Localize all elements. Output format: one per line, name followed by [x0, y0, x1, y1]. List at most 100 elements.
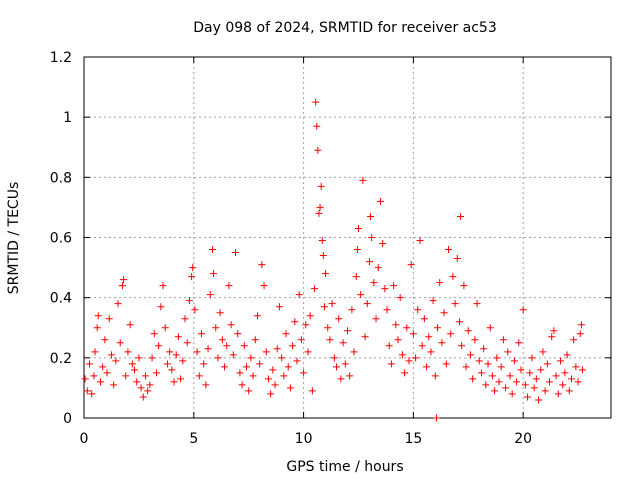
- data-point: [300, 369, 308, 377]
- data-point: [392, 321, 400, 329]
- data-point: [442, 360, 450, 368]
- data-point: [316, 203, 324, 211]
- data-point: [260, 282, 268, 290]
- data-point: [91, 348, 99, 356]
- data-point: [116, 339, 124, 347]
- data-point: [114, 300, 122, 308]
- gridlines: [84, 57, 611, 418]
- data-point: [308, 387, 316, 395]
- data-point: [519, 306, 527, 314]
- data-point: [526, 369, 534, 377]
- data-point: [339, 339, 347, 347]
- data-point: [493, 354, 501, 362]
- data-point: [577, 321, 585, 329]
- data-point: [370, 279, 378, 287]
- data-point: [567, 375, 575, 383]
- data-point: [326, 336, 334, 344]
- data-point: [258, 261, 266, 269]
- data-point: [387, 360, 395, 368]
- data-point: [208, 246, 216, 254]
- data-point: [460, 282, 468, 290]
- data-point: [464, 327, 472, 335]
- data-point: [548, 333, 556, 341]
- data-point: [304, 348, 312, 356]
- y-tick-label: 0.6: [50, 231, 72, 247]
- data-point: [193, 348, 201, 356]
- data-point: [458, 342, 466, 350]
- data-point: [289, 342, 297, 350]
- y-tick-label: 0.4: [50, 291, 72, 307]
- data-point: [374, 264, 382, 272]
- data-point: [409, 330, 417, 338]
- data-point: [390, 282, 398, 290]
- data-point: [541, 387, 549, 395]
- data-point: [359, 176, 367, 184]
- data-point: [318, 237, 326, 245]
- data-point: [238, 381, 246, 389]
- data-point: [462, 363, 470, 371]
- data-point: [286, 384, 294, 392]
- data-point: [271, 381, 279, 389]
- data-point: [502, 384, 510, 392]
- data-point: [161, 324, 169, 332]
- data-point: [445, 246, 453, 254]
- data-point: [499, 336, 507, 344]
- data-point: [528, 354, 536, 362]
- data-point: [251, 336, 259, 344]
- data-point: [319, 252, 327, 260]
- data-point: [537, 366, 545, 374]
- data-point: [324, 324, 332, 332]
- data-point: [247, 354, 255, 362]
- data-point: [383, 306, 391, 314]
- y-tick-label: 0.8: [50, 170, 72, 186]
- data-point: [365, 258, 373, 266]
- data-point: [420, 315, 428, 323]
- data-point: [191, 306, 199, 314]
- data-point: [118, 282, 126, 290]
- data-point: [256, 360, 264, 368]
- data-point: [475, 357, 483, 365]
- data-point: [535, 396, 543, 404]
- data-point: [401, 369, 409, 377]
- data-point: [313, 122, 321, 130]
- data-point: [177, 375, 185, 383]
- data-point: [262, 348, 270, 356]
- data-point: [131, 366, 139, 374]
- data-point: [363, 300, 371, 308]
- data-point: [236, 369, 244, 377]
- data-point: [361, 333, 369, 341]
- data-point: [515, 339, 523, 347]
- data-point: [155, 342, 163, 350]
- data-point: [291, 318, 299, 326]
- data-point: [312, 98, 320, 106]
- data-point: [137, 384, 145, 392]
- data-point: [418, 342, 426, 350]
- data-point: [322, 270, 330, 278]
- data-point: [152, 369, 160, 377]
- data-point: [107, 351, 115, 359]
- data-point: [480, 345, 488, 353]
- data-point: [550, 327, 558, 335]
- y-tick-label: 0.2: [50, 351, 72, 367]
- data-point: [179, 357, 187, 365]
- x-tick-label: 10: [295, 431, 313, 447]
- data-point: [335, 315, 343, 323]
- data-point: [275, 303, 283, 311]
- data-point: [317, 182, 325, 190]
- data-point: [282, 330, 290, 338]
- data-point: [172, 351, 180, 359]
- data-point: [227, 321, 235, 329]
- data-point: [429, 297, 437, 305]
- data-point: [206, 291, 214, 299]
- data-point: [128, 360, 136, 368]
- data-point: [188, 273, 196, 281]
- data-point: [449, 273, 457, 281]
- data-point: [565, 387, 573, 395]
- data-point: [232, 249, 240, 257]
- data-point: [570, 336, 578, 344]
- data-point: [204, 345, 212, 353]
- data-point: [85, 360, 93, 368]
- data-point: [486, 324, 494, 332]
- data-point: [302, 321, 310, 329]
- data-point: [221, 363, 229, 371]
